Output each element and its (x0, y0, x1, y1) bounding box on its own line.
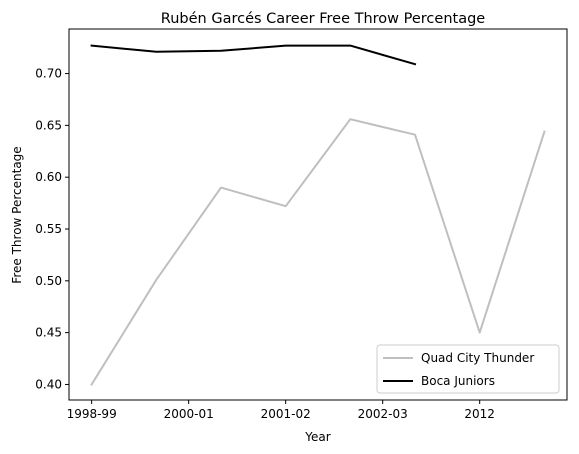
y-tick-label: 0.40 (35, 377, 62, 391)
y-tick-label: 0.50 (35, 274, 62, 288)
y-axis: 0.40 0.45 0.50 0.55 0.60 0.65 0.70 (35, 67, 69, 391)
y-tick-label: 0.45 (35, 326, 62, 340)
legend-label-quad-city-thunder: Quad City Thunder (421, 351, 534, 365)
y-axis-label: Free Throw Percentage (10, 146, 24, 283)
x-tick-label: 2012 (464, 407, 495, 421)
legend: Quad City Thunder Boca Juniors (376, 344, 560, 394)
legend-box (376, 344, 560, 394)
y-tick-label: 0.65 (35, 118, 62, 132)
chart-title: Rubén Garcés Career Free Throw Percentag… (161, 11, 485, 27)
legend-label-boca-juniors: Boca Juniors (421, 374, 495, 388)
x-tick-label: 2000-01 (164, 407, 214, 421)
x-tick-label: 2001-02 (261, 407, 311, 421)
series-line-boca-juniors (90, 44, 417, 66)
plot-area (68, 28, 568, 401)
y-tick-label: 0.55 (35, 222, 62, 236)
series-lines (90, 44, 546, 386)
x-tick-label: 2002-03 (358, 407, 408, 421)
series-line-quad-city-thunder (90, 118, 546, 386)
y-tick-label: 0.70 (35, 67, 62, 81)
x-axis: 1998-99 2000-01 2001-02 2002-03 2012 (67, 400, 495, 421)
y-tick-label: 0.60 (35, 170, 62, 184)
x-tick-label: 1998-99 (67, 407, 117, 421)
x-axis-label: Year (304, 430, 330, 444)
